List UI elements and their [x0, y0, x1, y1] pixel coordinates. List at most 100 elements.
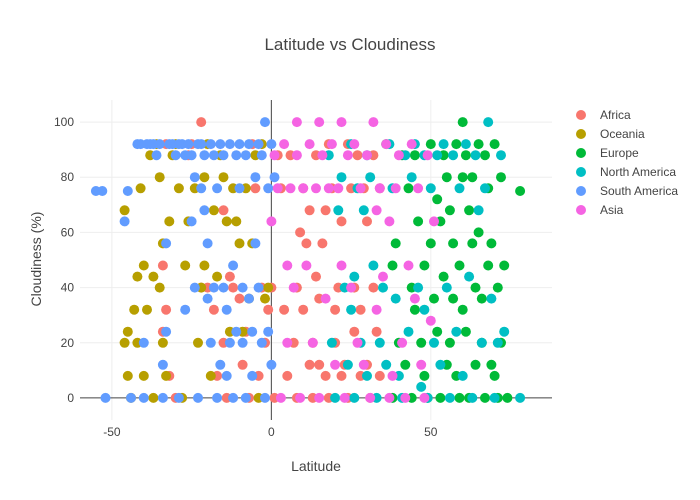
- data-point: [470, 282, 481, 293]
- data-point: [400, 359, 411, 370]
- data-point: [263, 282, 274, 293]
- data-point: [425, 183, 436, 194]
- data-point: [419, 304, 430, 315]
- legend-item[interactable]: Africa: [576, 108, 631, 122]
- y-axis-title: Cloudiness (%): [28, 212, 44, 307]
- data-point: [234, 293, 245, 304]
- data-point: [244, 293, 254, 304]
- data-point: [161, 238, 172, 249]
- data-point: [298, 304, 309, 315]
- data-point: [480, 392, 490, 403]
- data-point: [387, 260, 398, 271]
- data-point: [199, 172, 210, 183]
- data-point: [301, 238, 312, 249]
- data-point: [346, 282, 357, 293]
- series-south-america: [90, 117, 280, 403]
- data-point: [244, 139, 254, 150]
- data-point: [122, 326, 133, 337]
- data-point: [409, 150, 420, 161]
- data-point: [378, 271, 388, 282]
- data-point: [403, 326, 414, 337]
- data-point: [352, 337, 363, 348]
- legend-marker: [576, 129, 586, 139]
- series-asia: [266, 117, 439, 403]
- data-point: [448, 150, 459, 161]
- data-point: [336, 370, 347, 381]
- data-point: [263, 183, 274, 194]
- data-point: [320, 370, 331, 381]
- x-tick-label: 50: [424, 425, 438, 439]
- data-point: [260, 392, 270, 403]
- data-point: [285, 183, 296, 194]
- data-point: [314, 392, 325, 403]
- data-point: [438, 271, 449, 282]
- data-point: [499, 260, 510, 271]
- data-point: [330, 359, 341, 370]
- data-point: [237, 359, 248, 370]
- legend-item[interactable]: Europe: [576, 146, 639, 160]
- data-point: [492, 282, 503, 293]
- legend-item[interactable]: Asia: [576, 203, 624, 217]
- data-point: [266, 216, 277, 227]
- data-point: [374, 370, 385, 381]
- data-point: [486, 238, 497, 249]
- legend-item[interactable]: South America: [576, 184, 678, 198]
- data-point: [470, 150, 481, 161]
- data-point: [362, 370, 372, 381]
- data-point: [371, 205, 382, 216]
- data-point: [432, 326, 443, 337]
- data-point: [157, 337, 168, 348]
- data-point: [349, 271, 360, 282]
- data-point: [336, 117, 347, 128]
- data-point: [330, 392, 341, 403]
- legend-item[interactable]: Oceania: [576, 127, 645, 141]
- data-point: [346, 304, 357, 315]
- data-point: [429, 216, 439, 227]
- data-point: [138, 370, 149, 381]
- data-point: [263, 326, 274, 337]
- legend-label: Africa: [600, 108, 631, 122]
- data-point: [317, 150, 328, 161]
- data-point: [444, 337, 455, 348]
- data-point: [215, 139, 226, 150]
- data-point: [199, 260, 210, 271]
- data-point: [416, 359, 427, 370]
- data-point: [333, 205, 344, 216]
- data-point: [291, 150, 302, 161]
- data-point: [180, 260, 191, 271]
- data-point: [247, 326, 258, 337]
- data-point: [336, 216, 347, 227]
- legend[interactable]: Africa Oceania Europe North America South Am…: [576, 108, 678, 217]
- data-point: [451, 139, 462, 150]
- data-point: [138, 260, 149, 271]
- data-point: [231, 216, 242, 227]
- data-point: [218, 205, 229, 216]
- legend-label: South America: [600, 184, 678, 198]
- data-point: [279, 304, 290, 315]
- data-point: [499, 326, 510, 337]
- data-point: [413, 282, 424, 293]
- data-point: [489, 370, 500, 381]
- data-point: [126, 392, 136, 403]
- data-point: [301, 260, 312, 271]
- data-point: [221, 216, 232, 227]
- data-point: [355, 304, 366, 315]
- data-point: [441, 172, 452, 183]
- data-point: [451, 326, 462, 337]
- data-point: [349, 326, 360, 337]
- data-point: [365, 392, 376, 403]
- data-point: [311, 271, 321, 282]
- data-point: [381, 359, 392, 370]
- data-point: [253, 139, 264, 150]
- data-point: [256, 150, 267, 161]
- legend-label: North America: [600, 165, 676, 179]
- data-point: [473, 205, 484, 216]
- data-point: [457, 370, 468, 381]
- legend-item[interactable]: North America: [576, 165, 676, 179]
- data-point: [298, 183, 309, 194]
- data-point: [336, 260, 347, 271]
- data-point: [142, 304, 152, 315]
- data-point: [362, 150, 372, 161]
- data-point: [97, 186, 108, 196]
